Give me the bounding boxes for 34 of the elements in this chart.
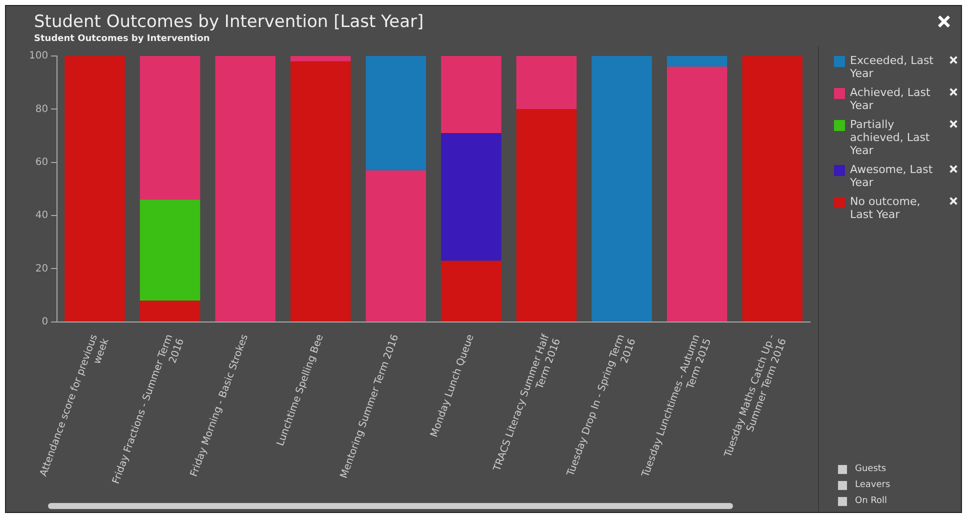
bar — [666, 56, 728, 67]
bar — [140, 300, 200, 322]
legend-label: Partially achieved, Last Year — [850, 118, 931, 157]
legend-label: Awesome, Last Year — [850, 163, 934, 189]
bar — [366, 56, 426, 170]
bar — [290, 56, 351, 62]
bar — [441, 260, 502, 322]
bar — [516, 109, 577, 322]
legend-label: No outcome, Last Year — [850, 195, 922, 221]
bar — [215, 56, 276, 322]
bar — [666, 66, 728, 322]
text: Guests — [855, 464, 886, 474]
y-tick-label: 0 — [42, 316, 48, 328]
chart-title: Student Outcomes by Intervention [Last Year] — [34, 12, 424, 32]
bar — [441, 133, 502, 261]
bar — [140, 200, 200, 301]
text: On Roll — [855, 496, 888, 506]
chart-subtitle: Student Outcomes by Intervention — [34, 34, 210, 44]
y-tick-label: 60 — [35, 156, 48, 168]
bar — [742, 56, 802, 322]
bar — [366, 170, 426, 322]
bar — [64, 56, 125, 322]
legend-label: Exceeded, Last Year — [850, 54, 934, 80]
y-tick-label: 80 — [35, 104, 48, 115]
y-tick-label: 20 — [35, 263, 48, 274]
bar — [140, 56, 200, 200]
bar — [592, 56, 652, 322]
bar — [290, 61, 351, 322]
bar — [441, 56, 502, 134]
bar — [516, 56, 577, 110]
legend-label: Achieved, Last Year — [850, 86, 932, 112]
y-tick-label: 100 — [28, 50, 48, 62]
text: Leavers — [855, 480, 890, 490]
y-tick-label: 40 — [35, 210, 48, 222]
